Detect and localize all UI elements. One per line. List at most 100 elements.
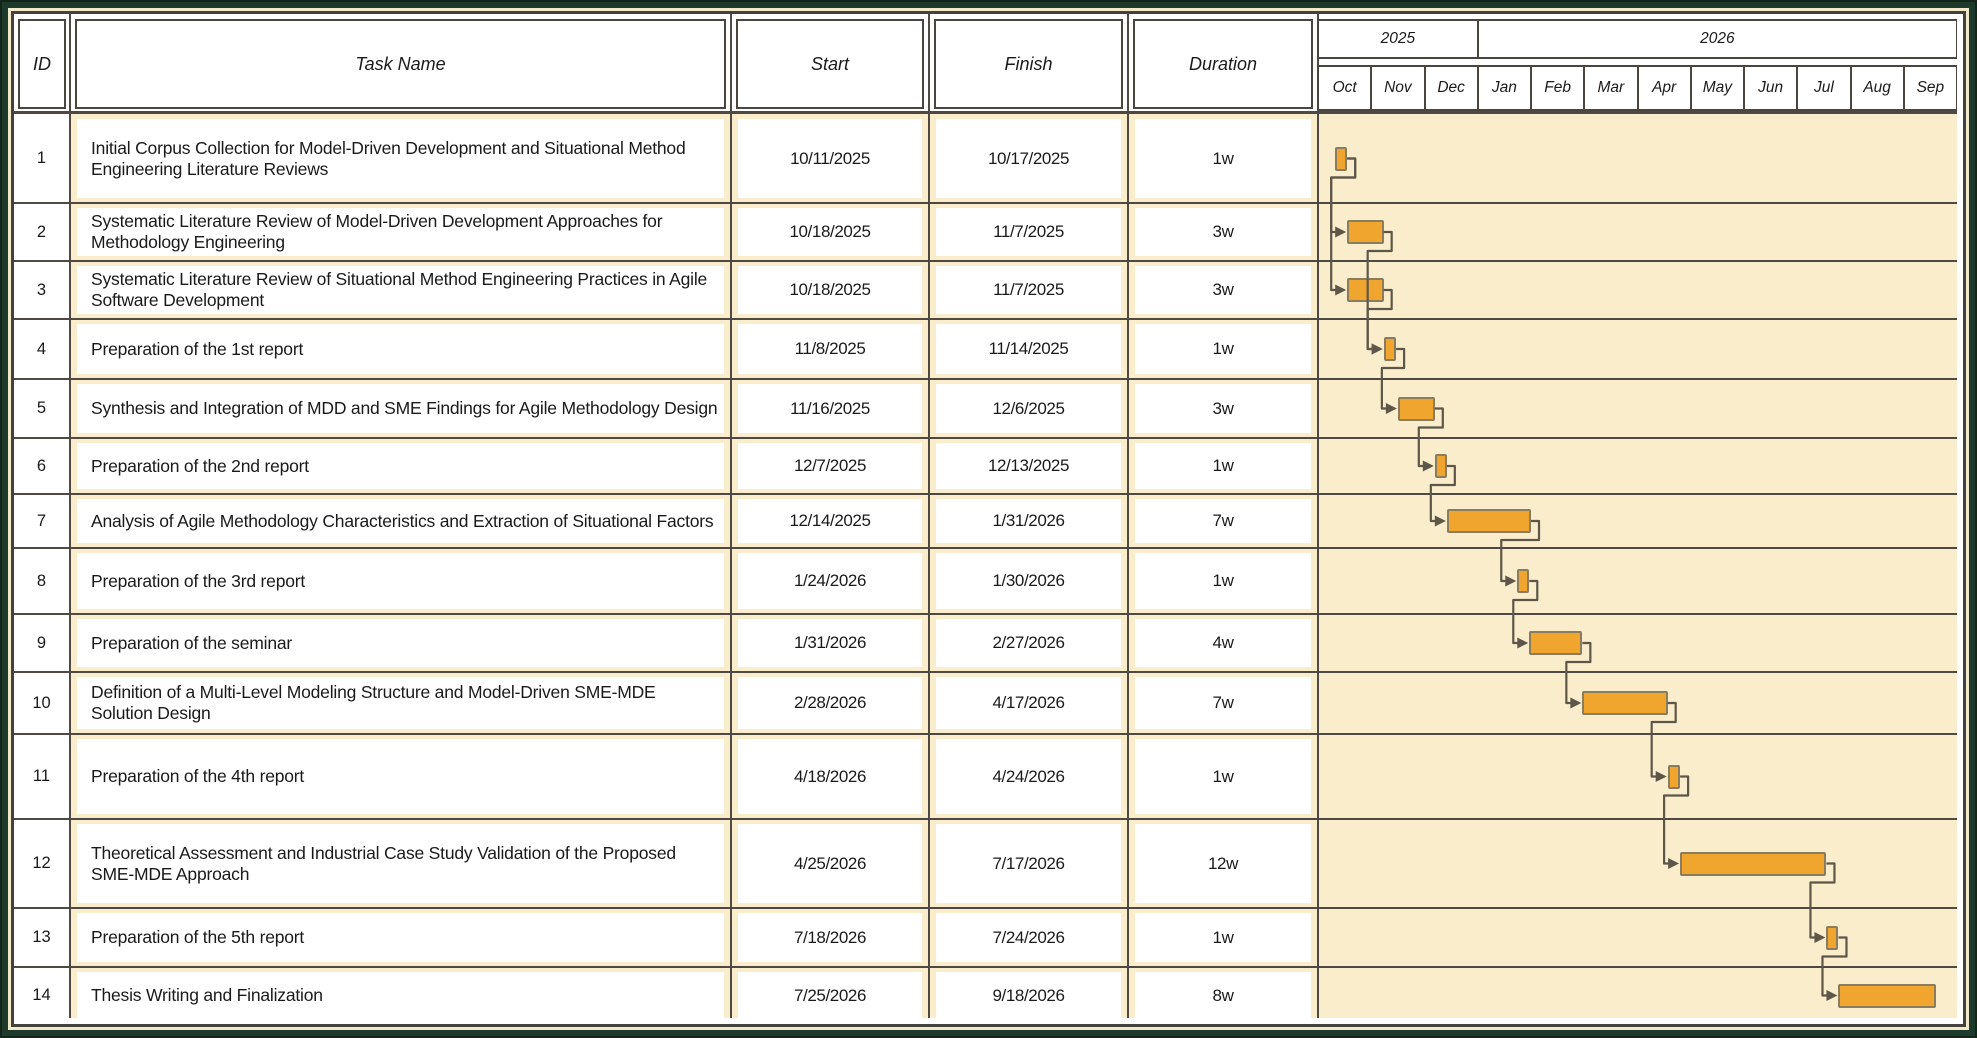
- header-id: ID: [18, 19, 66, 109]
- task-duration-cell: 8w: [1135, 972, 1311, 1018]
- month-cell: Nov: [1370, 65, 1426, 111]
- column-line: [729, 14, 732, 1018]
- task-start-cell: 10/18/2025: [738, 266, 922, 314]
- row-line: [14, 377, 1957, 380]
- month-cell: Feb: [1530, 65, 1586, 111]
- gantt-bar: [1383, 337, 1397, 361]
- task-duration-cell: 1w: [1135, 119, 1311, 198]
- task-id-cell: 5: [36, 399, 47, 417]
- year-cell: 2026: [1476, 19, 1957, 59]
- task-start-cell: 1/31/2026: [738, 619, 922, 667]
- task-start-cell: 7/18/2026: [738, 913, 922, 962]
- task-name-cell: Definition of a Multi-Level Modeling Str…: [77, 677, 724, 729]
- task-finish-cell: 11/7/2025: [936, 266, 1121, 314]
- task-name-cell: Preparation of the 4th report: [77, 739, 724, 814]
- month-cell: May: [1689, 65, 1745, 111]
- task-name-cell: Preparation of the seminar: [77, 619, 724, 667]
- task-id-cell: 9: [36, 633, 47, 652]
- task-start-cell: 12/7/2025: [738, 443, 922, 489]
- task-id-cell: 2: [36, 222, 47, 241]
- task-name-cell: Preparation of the 3rd report: [77, 553, 724, 609]
- task-name-cell: Analysis of Agile Methodology Characteri…: [77, 499, 724, 543]
- task-start-cell: 4/25/2026: [738, 824, 922, 903]
- task-duration-cell: 3w: [1135, 384, 1311, 433]
- task-duration-cell: 4w: [1135, 619, 1311, 667]
- task-id-cell: 3: [36, 280, 47, 299]
- gantt-bar: [1434, 454, 1447, 478]
- row-line: [14, 317, 1957, 320]
- task-start-cell: 2/28/2026: [738, 677, 922, 729]
- task-id-cell: 8: [36, 571, 47, 590]
- gantt-bar: [1529, 631, 1583, 655]
- task-id-cell: 11: [32, 767, 51, 785]
- row-line: [14, 906, 1957, 909]
- column-line: [927, 14, 930, 1018]
- frame-mat: ID Task Name Start Finish Duration 1 Init…: [8, 8, 1969, 1030]
- task-finish-cell: 7/17/2026: [936, 824, 1121, 903]
- gantt-bar: [1667, 764, 1681, 789]
- year-cell: 2025: [1317, 19, 1479, 59]
- column-line: [1126, 14, 1129, 1018]
- gantt-bar: [1680, 851, 1827, 876]
- gantt-bar: [1347, 220, 1384, 244]
- month-cell: Jan: [1476, 65, 1532, 111]
- task-id-cell: 7: [36, 511, 47, 530]
- gantt-bar: [1826, 925, 1839, 950]
- task-name-cell: Theoretical Assessment and Industrial Ca…: [77, 824, 724, 903]
- row-line: [14, 965, 1957, 968]
- month-cell: Sep: [1902, 65, 1957, 111]
- header-bottom-line: [14, 111, 1957, 114]
- task-finish-cell: 12/6/2025: [936, 384, 1121, 433]
- task-start-cell: 10/18/2025: [738, 208, 922, 256]
- task-finish-cell: 12/13/2025: [936, 443, 1121, 489]
- gantt-bar: [1838, 983, 1936, 1008]
- task-finish-cell: 4/24/2026: [936, 739, 1121, 814]
- task-name-cell: Preparation of the 5th report: [77, 913, 724, 962]
- task-duration-cell: 3w: [1135, 266, 1311, 314]
- row-line: [14, 546, 1957, 549]
- header-finish: Finish: [934, 19, 1123, 109]
- task-start-cell: 12/14/2025: [738, 499, 922, 543]
- month-cell: Jul: [1796, 65, 1852, 111]
- column-line: [68, 14, 71, 1018]
- gantt-bar: [1335, 146, 1348, 171]
- gantt-canvas: ID Task Name Start Finish Duration 1 Init…: [14, 14, 1957, 1018]
- task-finish-cell: 4/17/2026: [936, 677, 1121, 729]
- task-name-cell: Initial Corpus Collection for Model-Driv…: [77, 119, 724, 198]
- row-line: [14, 612, 1957, 615]
- task-name-cell: Synthesis and Integration of MDD and SME…: [77, 384, 724, 433]
- task-duration-cell: 12w: [1135, 824, 1311, 903]
- header-task-name: Task Name: [75, 19, 726, 109]
- task-id-cell: 12: [32, 854, 51, 872]
- task-id-cell: 1: [36, 149, 47, 167]
- task-duration-cell: 1w: [1135, 739, 1311, 814]
- task-finish-cell: 11/7/2025: [936, 208, 1121, 256]
- month-cell: Aug: [1849, 65, 1905, 111]
- task-name-cell: Systematic Literature Review of Situatio…: [77, 266, 724, 314]
- task-duration-cell: 7w: [1135, 499, 1311, 543]
- task-finish-cell: 10/17/2025: [936, 119, 1121, 198]
- row-line: [14, 492, 1957, 495]
- task-name-cell: Preparation of the 1st report: [77, 324, 724, 374]
- task-start-cell: 10/11/2025: [738, 119, 922, 198]
- task-finish-cell: 2/27/2026: [936, 619, 1121, 667]
- task-id-cell: 6: [36, 456, 47, 475]
- row-line: [14, 817, 1957, 820]
- month-cell: Dec: [1423, 65, 1479, 111]
- task-finish-cell: 1/31/2026: [936, 499, 1121, 543]
- header-duration: Duration: [1133, 19, 1313, 109]
- task-id-cell: 14: [32, 986, 51, 1004]
- row-line: [14, 436, 1957, 439]
- month-cell: Apr: [1636, 65, 1692, 111]
- gantt-bar: [1397, 396, 1435, 421]
- task-duration-cell: 1w: [1135, 443, 1311, 489]
- task-duration-cell: 1w: [1135, 553, 1311, 609]
- header-start: Start: [736, 19, 924, 109]
- task-name-cell: Thesis Writing and Finalization: [77, 972, 724, 1018]
- task-duration-cell: 1w: [1135, 324, 1311, 374]
- row-line: [14, 670, 1957, 673]
- task-duration-cell: 3w: [1135, 208, 1311, 256]
- task-id-cell: 10: [32, 693, 51, 712]
- month-cell: Oct: [1317, 65, 1373, 111]
